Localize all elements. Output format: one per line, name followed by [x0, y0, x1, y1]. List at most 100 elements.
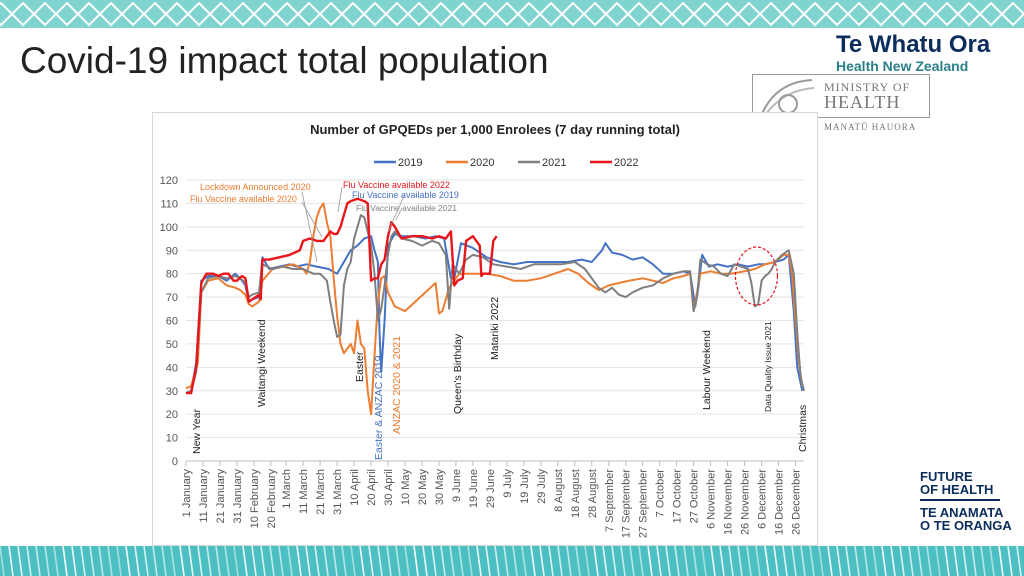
x-tick-label: 19 June	[468, 469, 480, 508]
chart-annotation: ANZAC 2020 & 2021	[391, 336, 403, 434]
band-stroke	[98, 546, 104, 576]
band-stroke	[602, 546, 608, 576]
x-tick-label: 16 November	[723, 469, 735, 535]
band-stroke	[395, 546, 401, 576]
y-tick-label: 80	[166, 269, 178, 281]
band-stroke	[440, 546, 446, 576]
band-stroke	[629, 546, 635, 576]
band-diamond	[208, 1, 234, 27]
x-tick-label: 26 December	[791, 469, 803, 535]
band-diamond	[714, 1, 740, 27]
band-diamond	[0, 1, 14, 27]
bottom-pattern	[0, 546, 1022, 576]
brand-main-text: Te Whatu Ora	[836, 31, 991, 58]
band-stroke	[818, 546, 824, 576]
band-stroke	[179, 546, 185, 576]
band-stroke	[422, 546, 428, 576]
band-stroke	[251, 546, 257, 576]
band-stroke	[701, 546, 707, 576]
band-diamond	[538, 1, 564, 27]
data-quality-highlight	[734, 246, 779, 306]
band-stroke	[638, 546, 644, 576]
chart-annotation: Flu Vaccine available 2021	[356, 203, 457, 213]
chart-annotation: Queen's Birthday	[452, 333, 464, 414]
x-tick-label: 6 November	[706, 469, 718, 529]
x-tick-label: 19 July	[519, 469, 531, 504]
y-tick-label: 120	[160, 175, 178, 187]
band-stroke	[368, 546, 374, 576]
x-tick-label: 11 March	[298, 469, 310, 514]
band-diamond	[186, 1, 212, 27]
x-tick-label: 20 February	[266, 469, 278, 529]
band-diamond	[76, 1, 102, 27]
band-diamond	[868, 1, 894, 27]
band-diamond	[670, 1, 696, 27]
top-pattern	[0, 1, 1024, 27]
band-diamond	[164, 1, 190, 27]
band-diamond	[802, 1, 828, 27]
band-stroke	[674, 546, 680, 576]
band-stroke	[206, 546, 212, 576]
chart-annotation: Labour Weekend	[701, 330, 713, 410]
y-tick-label: 60	[166, 316, 178, 328]
band-stroke	[746, 546, 752, 576]
band-stroke	[827, 546, 833, 576]
band-stroke	[764, 546, 770, 576]
band-stroke	[53, 546, 59, 576]
band-stroke	[593, 546, 599, 576]
moh-logo-frame	[752, 74, 930, 118]
band-stroke	[224, 546, 230, 576]
foh-line-1: FUTURE	[920, 469, 973, 484]
band-stroke	[125, 546, 131, 576]
band-stroke	[278, 546, 284, 576]
band-diamond	[956, 1, 982, 27]
x-tick-label: 16 December	[774, 469, 786, 535]
x-tick-label: 11 January	[198, 469, 210, 523]
band-diamond	[626, 1, 652, 27]
band-stroke	[998, 546, 1004, 576]
band-diamond	[934, 1, 960, 27]
band-stroke	[0, 546, 5, 576]
x-tick-label: 31 January	[232, 469, 244, 524]
te-whatu-ora-logo: Te Whatu Ora Health New Zealand	[836, 31, 991, 75]
x-tick-label: 7 October	[655, 469, 667, 518]
moh-line-2: HEALTH	[824, 92, 901, 112]
x-tick-label: 31 March	[332, 469, 344, 515]
moh-line-3: MANATŪ HAUORA	[824, 122, 917, 132]
band-stroke	[260, 546, 266, 576]
gpqed-line-chart: Number of GPQEDs per 1,000 Enrolees (7 d…	[160, 122, 809, 538]
slide-title: Covid-19 impact total population	[20, 40, 549, 81]
band-stroke	[134, 546, 140, 576]
band-diamond	[98, 1, 124, 27]
band-stroke	[161, 546, 167, 576]
y-tick-label: 110	[160, 198, 178, 210]
band-stroke	[377, 546, 383, 576]
band-stroke	[548, 546, 554, 576]
band-diamond	[758, 1, 784, 27]
chart-frame	[152, 112, 818, 546]
x-tick-label: 30 April	[383, 469, 395, 506]
band-stroke	[449, 546, 455, 576]
band-stroke	[620, 546, 626, 576]
band-diamond	[296, 1, 322, 27]
x-tick-label: 7 September	[604, 469, 616, 532]
band-stroke	[881, 546, 887, 576]
chart-annotation: Easter	[354, 351, 366, 382]
band-diamond	[10, 1, 36, 27]
band-stroke	[386, 546, 392, 576]
band-stroke	[1016, 546, 1022, 576]
band-diamond	[384, 1, 410, 27]
band-diamond	[604, 1, 630, 27]
band-stroke	[854, 546, 860, 576]
annotation-pointer	[301, 201, 323, 238]
band-stroke	[26, 546, 32, 576]
foh-line-4: O TE ORANGA	[920, 518, 1012, 533]
band-stroke	[899, 546, 905, 576]
band-stroke	[62, 546, 68, 576]
band-stroke	[692, 546, 698, 576]
x-tick-label: 27 September	[638, 469, 650, 538]
band-diamond	[252, 1, 278, 27]
annotation-pointer	[395, 207, 403, 221]
x-tick-label: 9 July	[502, 469, 514, 498]
band-diamond	[780, 1, 806, 27]
